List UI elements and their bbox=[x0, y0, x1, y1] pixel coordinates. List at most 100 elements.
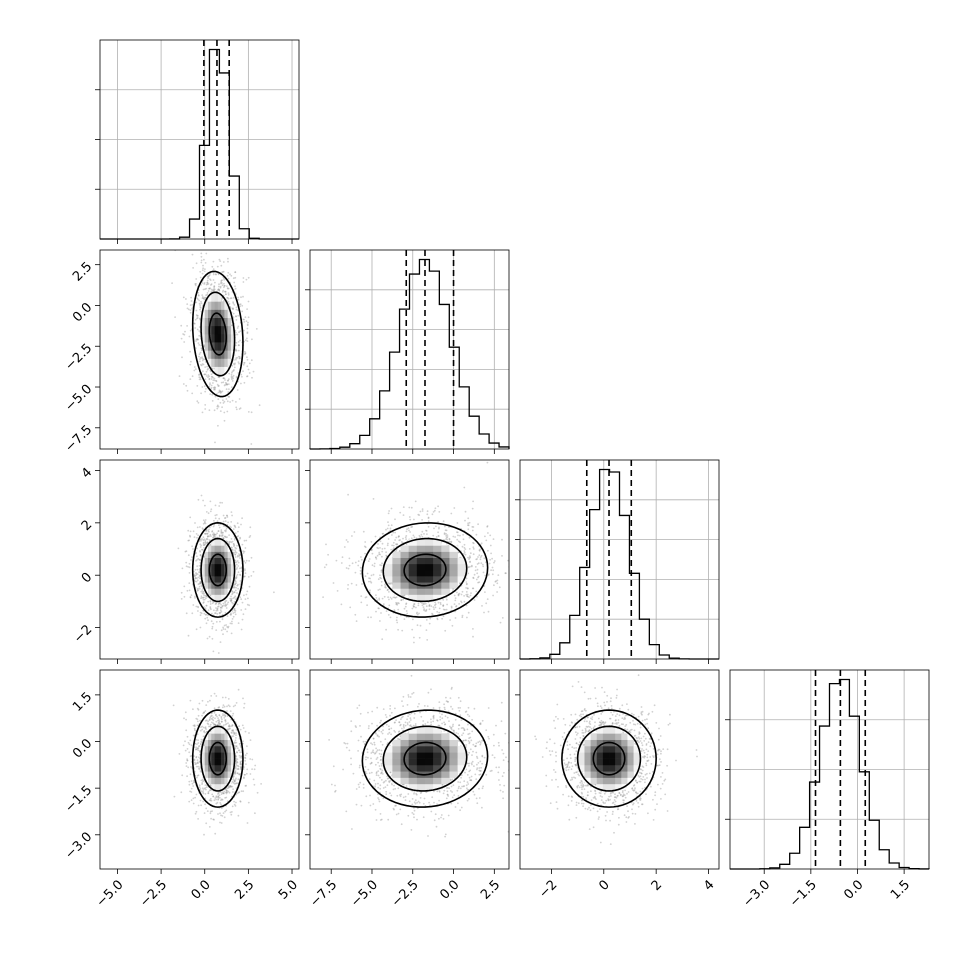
sample-point bbox=[392, 544, 395, 547]
sample-point bbox=[405, 602, 408, 605]
sample-point bbox=[204, 710, 207, 712]
sample-point bbox=[221, 605, 224, 608]
sample-point bbox=[469, 561, 471, 563]
sample-point bbox=[237, 309, 239, 312]
sample-point bbox=[394, 531, 396, 534]
sample-point bbox=[397, 608, 400, 611]
density-cell bbox=[214, 539, 219, 546]
sample-point bbox=[395, 596, 398, 599]
density-cell bbox=[217, 576, 222, 583]
sample-point bbox=[226, 540, 229, 543]
sample-point bbox=[437, 535, 440, 537]
sample-point bbox=[221, 534, 223, 537]
sample-point bbox=[467, 566, 470, 568]
sample-point bbox=[201, 592, 204, 595]
sample-point bbox=[233, 741, 236, 743]
density-cell bbox=[217, 563, 222, 571]
sample-point bbox=[207, 374, 210, 376]
sample-point bbox=[199, 550, 201, 552]
sample-point bbox=[255, 328, 258, 330]
sample-point bbox=[191, 304, 194, 306]
sample-point bbox=[211, 530, 213, 533]
hist-frame-3 bbox=[729, 669, 930, 870]
density-cell bbox=[230, 569, 235, 577]
sample-point bbox=[198, 583, 201, 585]
sample-point bbox=[226, 383, 229, 386]
sample-point bbox=[206, 283, 209, 285]
sample-point bbox=[198, 302, 201, 305]
density-cell bbox=[204, 563, 209, 571]
sample-point bbox=[206, 533, 209, 535]
sample-point bbox=[235, 576, 238, 579]
sample-point bbox=[396, 543, 398, 545]
sample-point bbox=[419, 536, 422, 538]
sample-point bbox=[214, 395, 217, 398]
sample-point bbox=[181, 567, 184, 570]
sample-point bbox=[187, 539, 190, 542]
sample-point bbox=[199, 611, 202, 614]
sample-point bbox=[202, 539, 205, 542]
sample-point bbox=[233, 586, 236, 588]
sample-point bbox=[370, 616, 372, 619]
sample-point bbox=[177, 547, 180, 550]
density-cell bbox=[211, 334, 215, 343]
sample-point bbox=[387, 512, 390, 515]
density-cell bbox=[214, 569, 219, 577]
sample-point bbox=[199, 351, 202, 354]
sample-point bbox=[489, 534, 492, 537]
sample-point bbox=[246, 365, 249, 368]
sample-point bbox=[388, 510, 390, 512]
sample-point bbox=[207, 276, 210, 278]
sample-point bbox=[196, 748, 198, 751]
sample-point bbox=[467, 524, 470, 527]
sample-point bbox=[233, 803, 236, 806]
density-cell bbox=[392, 588, 401, 595]
sample-point bbox=[481, 563, 484, 566]
density-cell bbox=[384, 563, 393, 571]
sample-point bbox=[217, 652, 220, 654]
sample-point bbox=[541, 563, 543, 565]
sample-point bbox=[212, 379, 215, 382]
density-cell bbox=[221, 563, 225, 571]
sample-point bbox=[188, 783, 191, 786]
sample-point bbox=[385, 628, 387, 631]
sample-point bbox=[419, 624, 422, 627]
sample-point bbox=[468, 558, 470, 560]
sample-point bbox=[209, 810, 212, 813]
sample-point bbox=[217, 424, 219, 427]
sample-point bbox=[209, 543, 211, 546]
sample-point bbox=[369, 589, 371, 592]
sample-point bbox=[220, 603, 222, 606]
sample-point bbox=[235, 406, 238, 409]
sample-point bbox=[212, 622, 215, 625]
density-cell bbox=[211, 342, 215, 351]
sample-point bbox=[381, 542, 384, 545]
sample-point bbox=[232, 369, 235, 372]
sample-point bbox=[209, 500, 212, 503]
sample-point bbox=[439, 603, 442, 606]
sample-point bbox=[206, 279, 209, 282]
sample-point bbox=[207, 290, 210, 292]
sample-point bbox=[420, 533, 423, 536]
sample-point bbox=[231, 399, 234, 402]
sample-point bbox=[238, 554, 241, 557]
sample-point bbox=[232, 585, 235, 588]
sample-point bbox=[400, 599, 403, 602]
sample-point bbox=[202, 591, 205, 593]
sample-point bbox=[186, 759, 189, 762]
sample-point bbox=[195, 580, 198, 583]
sample-point bbox=[247, 597, 249, 600]
sample-point bbox=[232, 542, 235, 545]
sample-point bbox=[196, 588, 199, 591]
sample-point bbox=[410, 506, 413, 509]
sample-point bbox=[228, 388, 230, 390]
sample-point bbox=[189, 350, 191, 353]
sample-point bbox=[211, 400, 214, 402]
sample-point bbox=[425, 530, 428, 532]
sample-point bbox=[234, 589, 237, 592]
sample-point bbox=[214, 717, 216, 720]
sample-point bbox=[472, 526, 475, 528]
sample-point bbox=[217, 603, 220, 605]
sample-point bbox=[220, 530, 223, 533]
sample-point bbox=[388, 591, 390, 593]
